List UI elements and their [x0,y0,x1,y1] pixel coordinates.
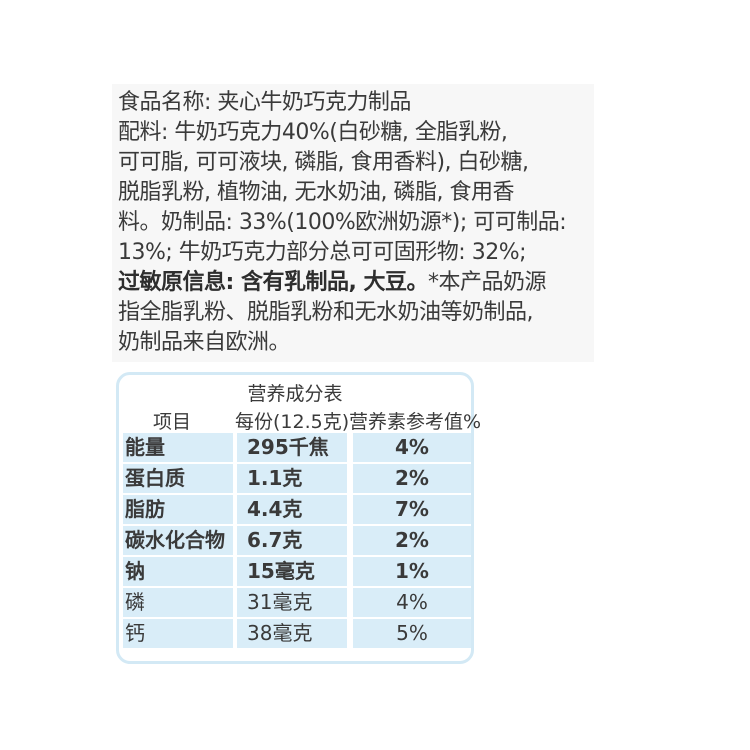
ingredients-line: 13%; 牛奶巧克力部分总可可固形物: 32%; [118,240,527,265]
cell-nrv: 4% [353,588,471,617]
cell-amount: 15毫克 [237,557,347,586]
cell-item: 钙 [123,619,233,648]
ingredients-line: 料。奶制品: 33%(100%欧洲奶源*); 可可制品: [118,210,567,235]
ingredients-line: 配料: 牛奶巧克力40%(白砂糖, 全脂乳粉, [118,120,508,145]
ingredients-text: 食品名称: 夹心牛奶巧克力制品 配料: 牛奶巧克力40%(白砂糖, 全脂乳粉, … [112,84,594,362]
cell-nrv: 7% [353,495,471,524]
source-note-line: 指全脂乳粉、脱脂乳粉和无水奶油等奶制品, [118,300,534,325]
allergen-info: 过敏原信息: 含有乳制品, 大豆。 [118,270,428,295]
cell-item: 碳水化合物 [123,526,233,555]
cell-amount: 6.7克 [237,526,347,555]
source-note: *本产品奶源 [427,270,547,295]
ingredients-line: 脱脂乳粉, 植物油, 无水奶油, 磷脂, 食用香 [118,180,514,205]
cell-item: 蛋白质 [123,464,233,493]
header-nrv: 营养素参考值% [349,411,482,433]
cell-nrv: 4% [353,433,471,462]
nutrition-table: 营养成分表 项目 每份(12.5克) 营养素参考值% 能量 295千焦 4% 蛋白质 1… [116,372,481,664]
cell-amount: 4.4克 [237,495,347,524]
header-item: 项目 [153,411,192,433]
cell-nrv: 2% [353,464,471,493]
cell-amount: 38毫克 [237,619,347,648]
ingredients-line: 可可脂, 可可液块, 磷脂, 食用香料), 白砂糖, [118,150,529,175]
cell-nrv: 1% [353,557,471,586]
product-name-line: 食品名称: 夹心牛奶巧克力制品 [118,90,411,115]
source-note-line: 奶制品来自欧洲。 [118,330,291,355]
cell-item: 磷 [123,588,233,617]
nutrition-table-title: 营养成分表 [247,383,343,405]
cell-nrv: 2% [353,526,471,555]
cell-amount: 295千焦 [237,433,347,462]
cell-item: 钠 [123,557,233,586]
cell-nrv: 5% [353,619,471,648]
cell-amount: 31毫克 [237,588,347,617]
cell-item: 脂肪 [123,495,233,524]
header-per-serving: 每份(12.5克) [235,411,350,433]
allergen-line: 过敏原信息: 含有乳制品, 大豆。*本产品奶源 [118,268,588,298]
cell-amount: 1.1克 [237,464,347,493]
cell-item: 能量 [123,433,233,462]
